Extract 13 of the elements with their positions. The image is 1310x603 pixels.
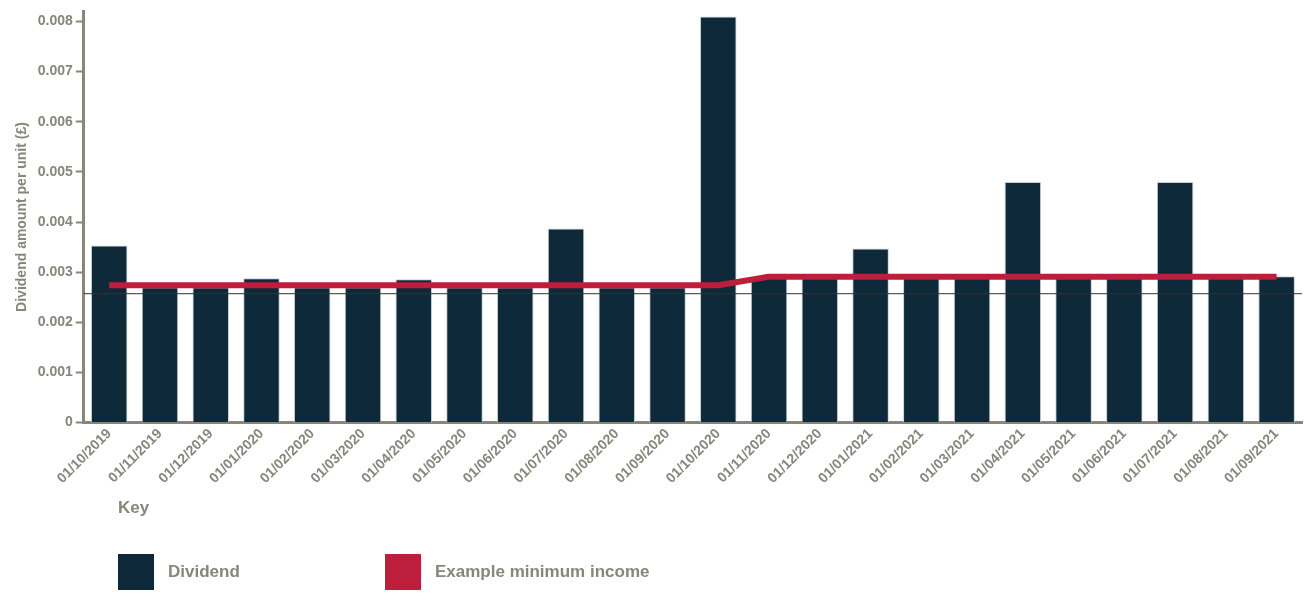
- legend-label: Example minimum income: [435, 562, 650, 582]
- y-tick-label: 0.003: [37, 263, 74, 279]
- y-tick-label: 0: [65, 413, 74, 430]
- legend-label: Dividend: [168, 562, 240, 582]
- y-tick-label: 0.007: [37, 62, 74, 79]
- y-axis-title: Dividend amount per unit (£): [13, 122, 30, 312]
- y-tick-label: 0.002: [37, 313, 74, 330]
- y-tick-label: 0.008: [37, 12, 74, 29]
- y-tick-label: 0.006: [37, 112, 74, 129]
- y-tick-label: 0.004: [37, 212, 74, 229]
- y-tick-label: 0.001: [37, 363, 74, 380]
- legend-title: Key: [118, 498, 151, 518]
- y-tick-label: 0.005: [37, 162, 74, 179]
